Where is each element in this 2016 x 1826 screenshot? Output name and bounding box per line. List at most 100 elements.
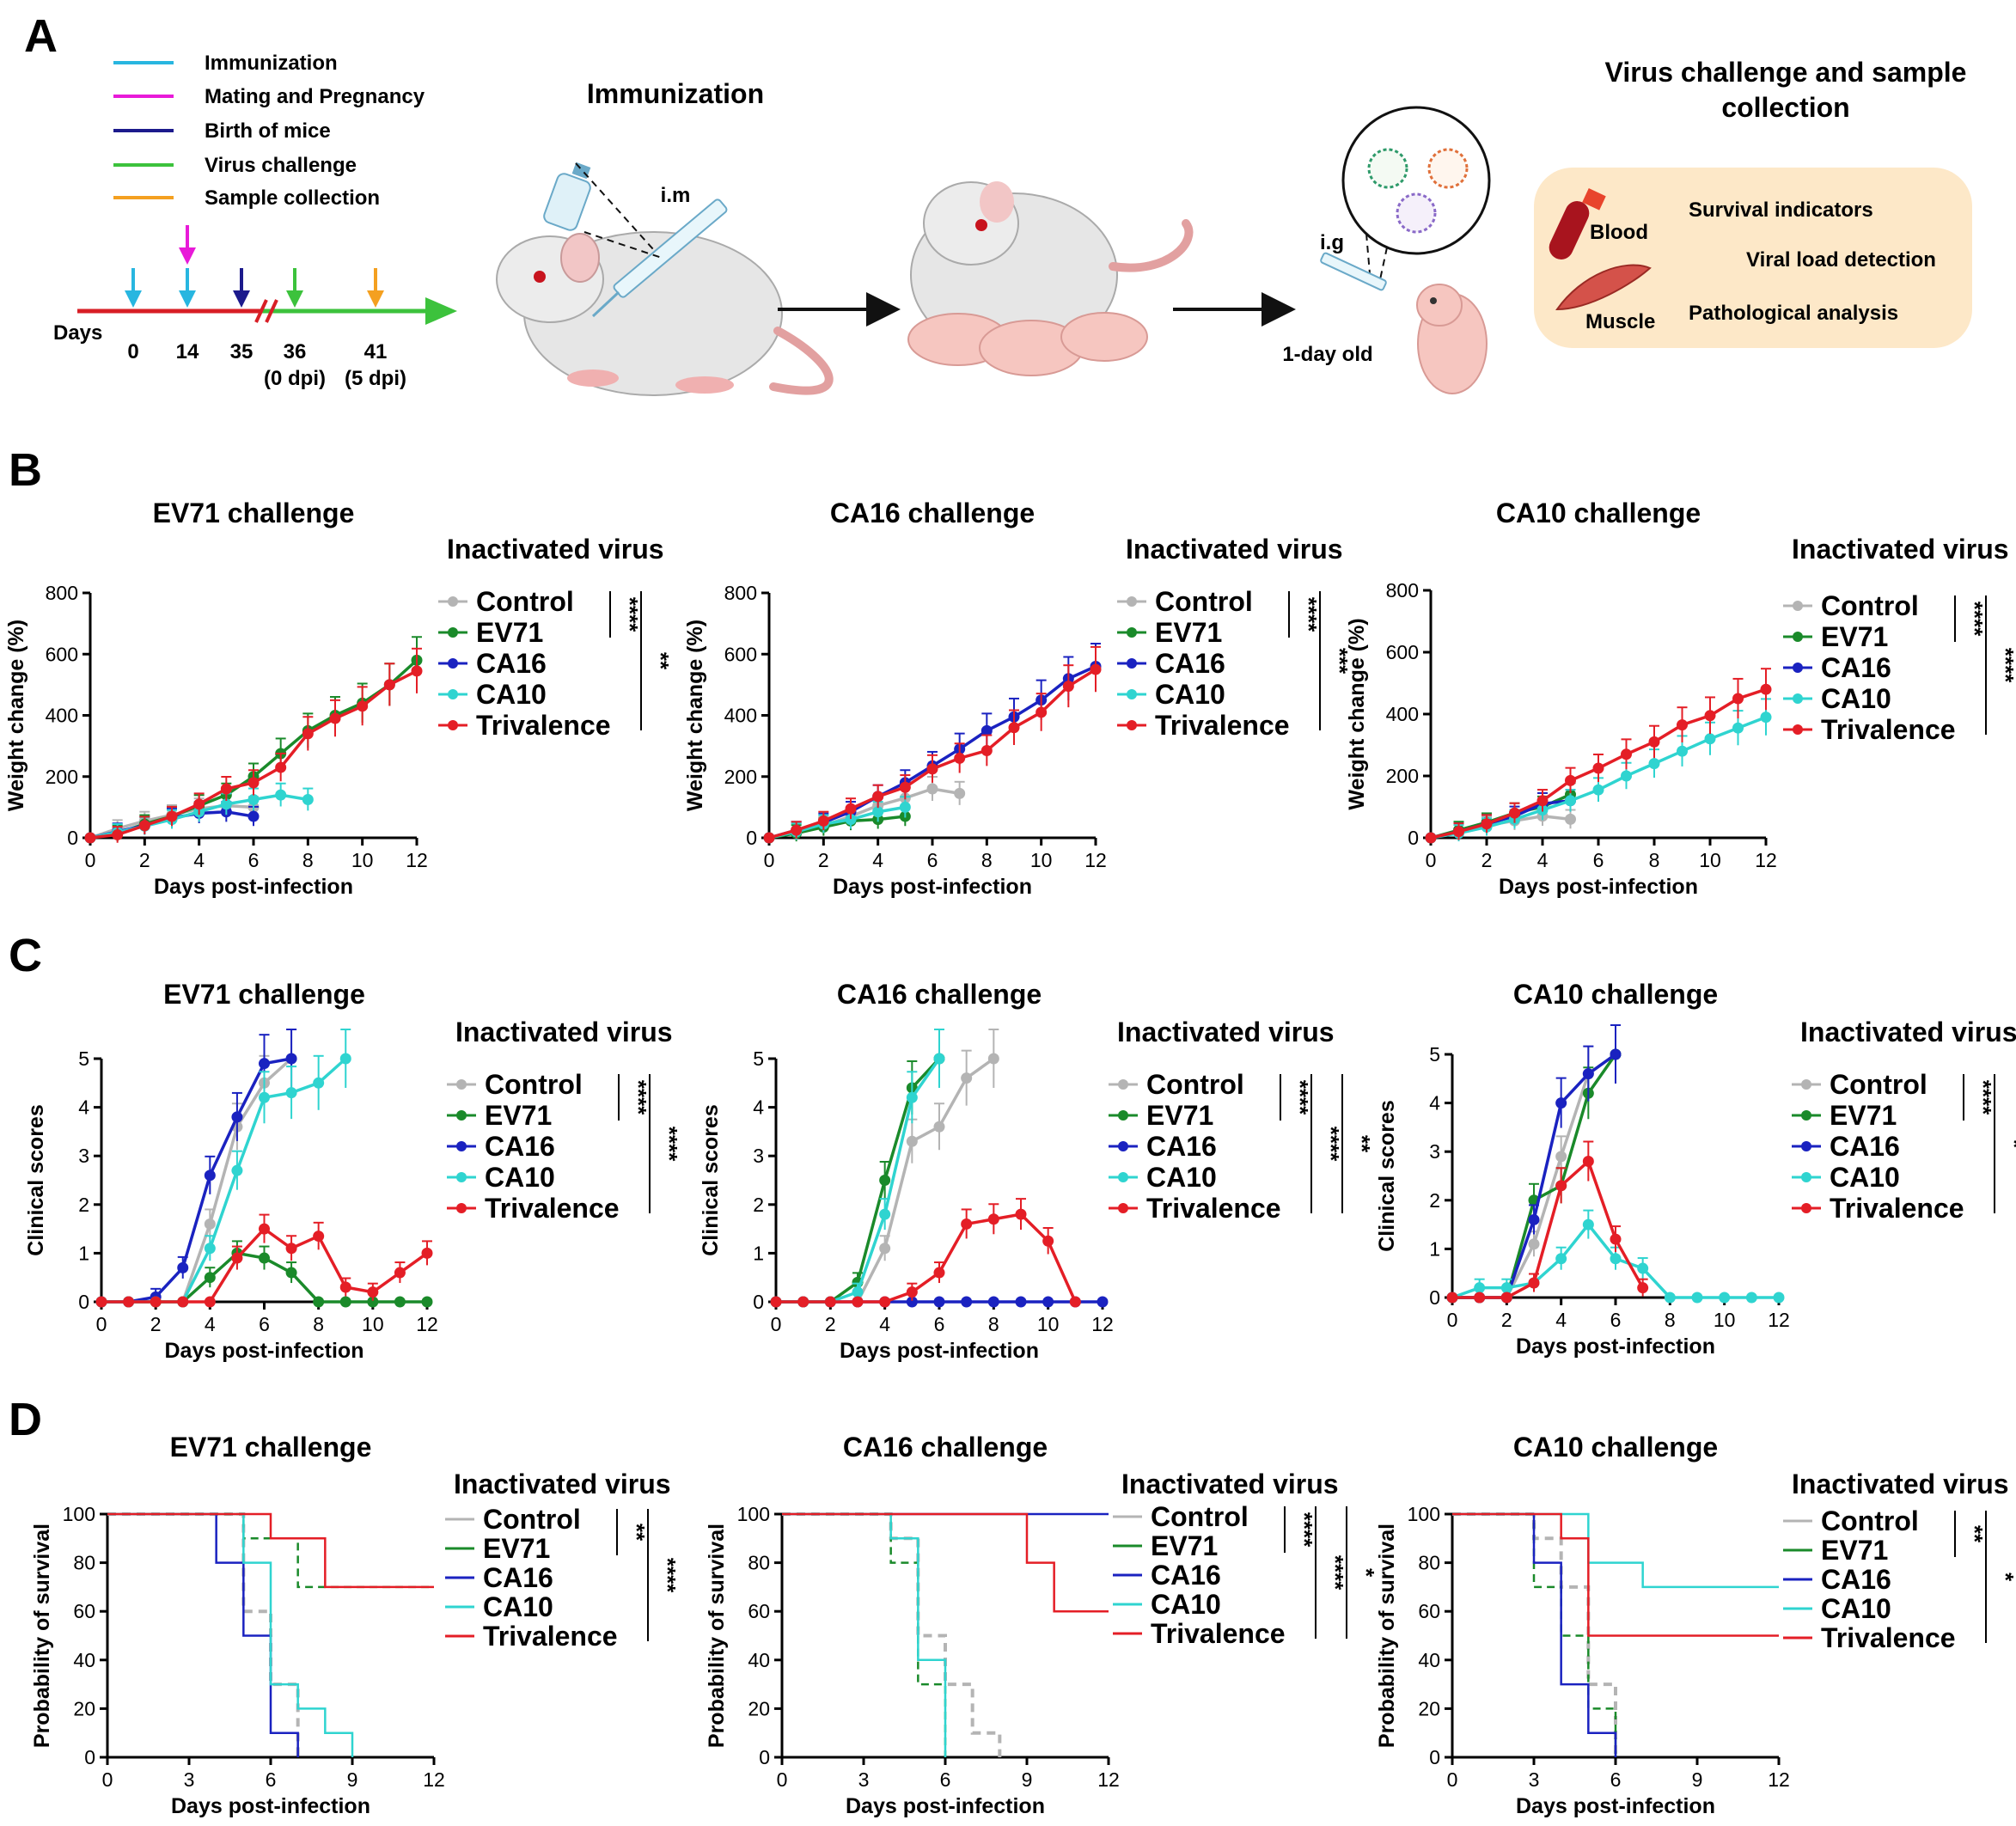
data-point	[845, 814, 857, 826]
legend-challenge: Virus challenge	[205, 154, 357, 177]
legend-label: EV71	[1155, 617, 1222, 648]
x-tick-label: 12	[1768, 1309, 1790, 1331]
y-axis-label: Clinical scores	[699, 1104, 723, 1255]
legend-swatch-point	[1793, 663, 1803, 673]
data-point	[1425, 832, 1437, 844]
y-tick-label: 60	[748, 1600, 770, 1622]
y-tick-label: 800	[46, 582, 78, 604]
survival-step-line	[782, 1512, 947, 1757]
x-tick-label: 12	[406, 849, 428, 871]
significance-label: ****	[1962, 602, 1988, 637]
x-tick-label: 10	[1699, 849, 1721, 871]
x-tick-label: 12	[423, 1768, 445, 1791]
legend-swatch-point	[1801, 1079, 1811, 1090]
legend-item-ca10: CA10	[445, 1591, 553, 1622]
legend-item-trivalence: Trivalence	[1792, 1193, 1964, 1224]
y-tick-label: 800	[724, 582, 757, 604]
chart-title: CA16 challenge	[830, 498, 1035, 528]
data-point	[1704, 710, 1716, 722]
series-ca10	[770, 1029, 945, 1308]
muscle-label: Muscle	[1585, 310, 1655, 333]
data-point	[872, 791, 884, 803]
legend-label: Trivalence	[1821, 1622, 1956, 1653]
y-tick-label: 60	[73, 1600, 95, 1622]
x-tick-label: 3	[858, 1768, 870, 1791]
data-point	[981, 724, 993, 736]
legend-title: Inactivated virus	[1792, 1469, 2009, 1499]
significance-label: **	[648, 652, 674, 670]
challenge-title-line1: Virus challenge and sample	[1605, 57, 1967, 88]
legend-swatch-point	[1127, 627, 1137, 638]
legend-label: CA10	[485, 1162, 555, 1193]
y-tick-label: 0	[746, 827, 757, 849]
legend-title: Inactivated virus	[455, 1017, 673, 1047]
significance-label: ****	[655, 1558, 681, 1593]
blood-label: Blood	[1590, 221, 1648, 244]
timeline-0dpi: (0 dpi)	[264, 367, 326, 390]
pathological-analysis: Pathological analysis	[1689, 302, 1898, 325]
y-tick-label: 2	[753, 1194, 764, 1216]
legend-swatch-point	[456, 1079, 467, 1090]
x-tick-label: 8	[988, 1313, 999, 1335]
y-axis-label: Probability of survival	[30, 1524, 54, 1748]
y-tick-label: 0	[1429, 1286, 1440, 1309]
legend-item-ca10: CA10	[1117, 679, 1225, 710]
legend-item-ca16: CA16	[1117, 648, 1225, 679]
x-tick-label: 0	[1447, 1768, 1458, 1791]
legend-item-trivalence: Trivalence	[1109, 1193, 1281, 1224]
legend-title: Inactivated virus	[1121, 1469, 1339, 1499]
significance-label: ****	[657, 1127, 682, 1162]
challenge-title-line2: collection	[1721, 92, 1849, 123]
series-ev71	[770, 1029, 945, 1308]
legend-immunization: Immunization	[205, 52, 338, 75]
data-point	[112, 828, 124, 840]
legend-swatch-point	[456, 1172, 467, 1182]
data-point	[824, 1296, 836, 1308]
data-point	[1008, 722, 1020, 734]
data-point	[1677, 719, 1688, 731]
data-point	[1446, 1292, 1458, 1304]
y-tick-label: 20	[1418, 1697, 1440, 1719]
timeline-tick-36: 36	[284, 340, 307, 363]
series-trivalence	[107, 1512, 434, 1589]
route-im: i.m	[661, 184, 691, 207]
legend-label: Trivalence	[1830, 1193, 1964, 1224]
legend-item-control: Control	[445, 1504, 581, 1535]
data-point	[204, 1296, 216, 1308]
data-point	[1773, 1292, 1785, 1304]
virus-particle-purple-icon	[1396, 192, 1437, 234]
x-tick-label: 8	[302, 849, 314, 871]
data-point	[1015, 1296, 1027, 1308]
data-point	[177, 1296, 189, 1308]
data-point	[933, 1267, 945, 1279]
y-axis-label: Probability of survival	[1375, 1524, 1399, 1748]
data-point	[961, 1218, 973, 1230]
data-point	[987, 1296, 999, 1308]
x-tick-label: 8	[313, 1313, 324, 1335]
survival-step-line	[782, 1512, 1109, 1613]
chart-title: CA10 challenge	[1496, 498, 1701, 528]
y-tick-label: 80	[1418, 1552, 1440, 1574]
y-tick-label: 1	[1429, 1237, 1440, 1260]
chart-title: CA10 challenge	[1513, 1432, 1718, 1463]
data-point	[204, 1243, 216, 1255]
x-tick-label: 2	[825, 1313, 836, 1335]
legend-label: Trivalence	[1151, 1618, 1286, 1649]
virus-particle-green-icon	[1367, 148, 1408, 189]
y-tick-label: 20	[73, 1697, 95, 1719]
data-point	[421, 1247, 433, 1259]
y-tick-label: 5	[1429, 1043, 1440, 1066]
data-point	[1555, 1253, 1567, 1265]
chart-title: EV71 challenge	[170, 1432, 372, 1463]
data-point	[220, 783, 232, 795]
x-tick-label: 12	[1084, 849, 1107, 871]
data-point	[879, 1208, 891, 1220]
data-point	[1090, 663, 1102, 675]
data-point	[259, 1058, 270, 1070]
y-tick-label: 0	[753, 1291, 764, 1313]
series-ev71	[782, 1512, 947, 1757]
y-tick-label: 20	[748, 1697, 770, 1719]
data-point	[981, 744, 993, 756]
legend-title: Inactivated virus	[447, 534, 664, 565]
